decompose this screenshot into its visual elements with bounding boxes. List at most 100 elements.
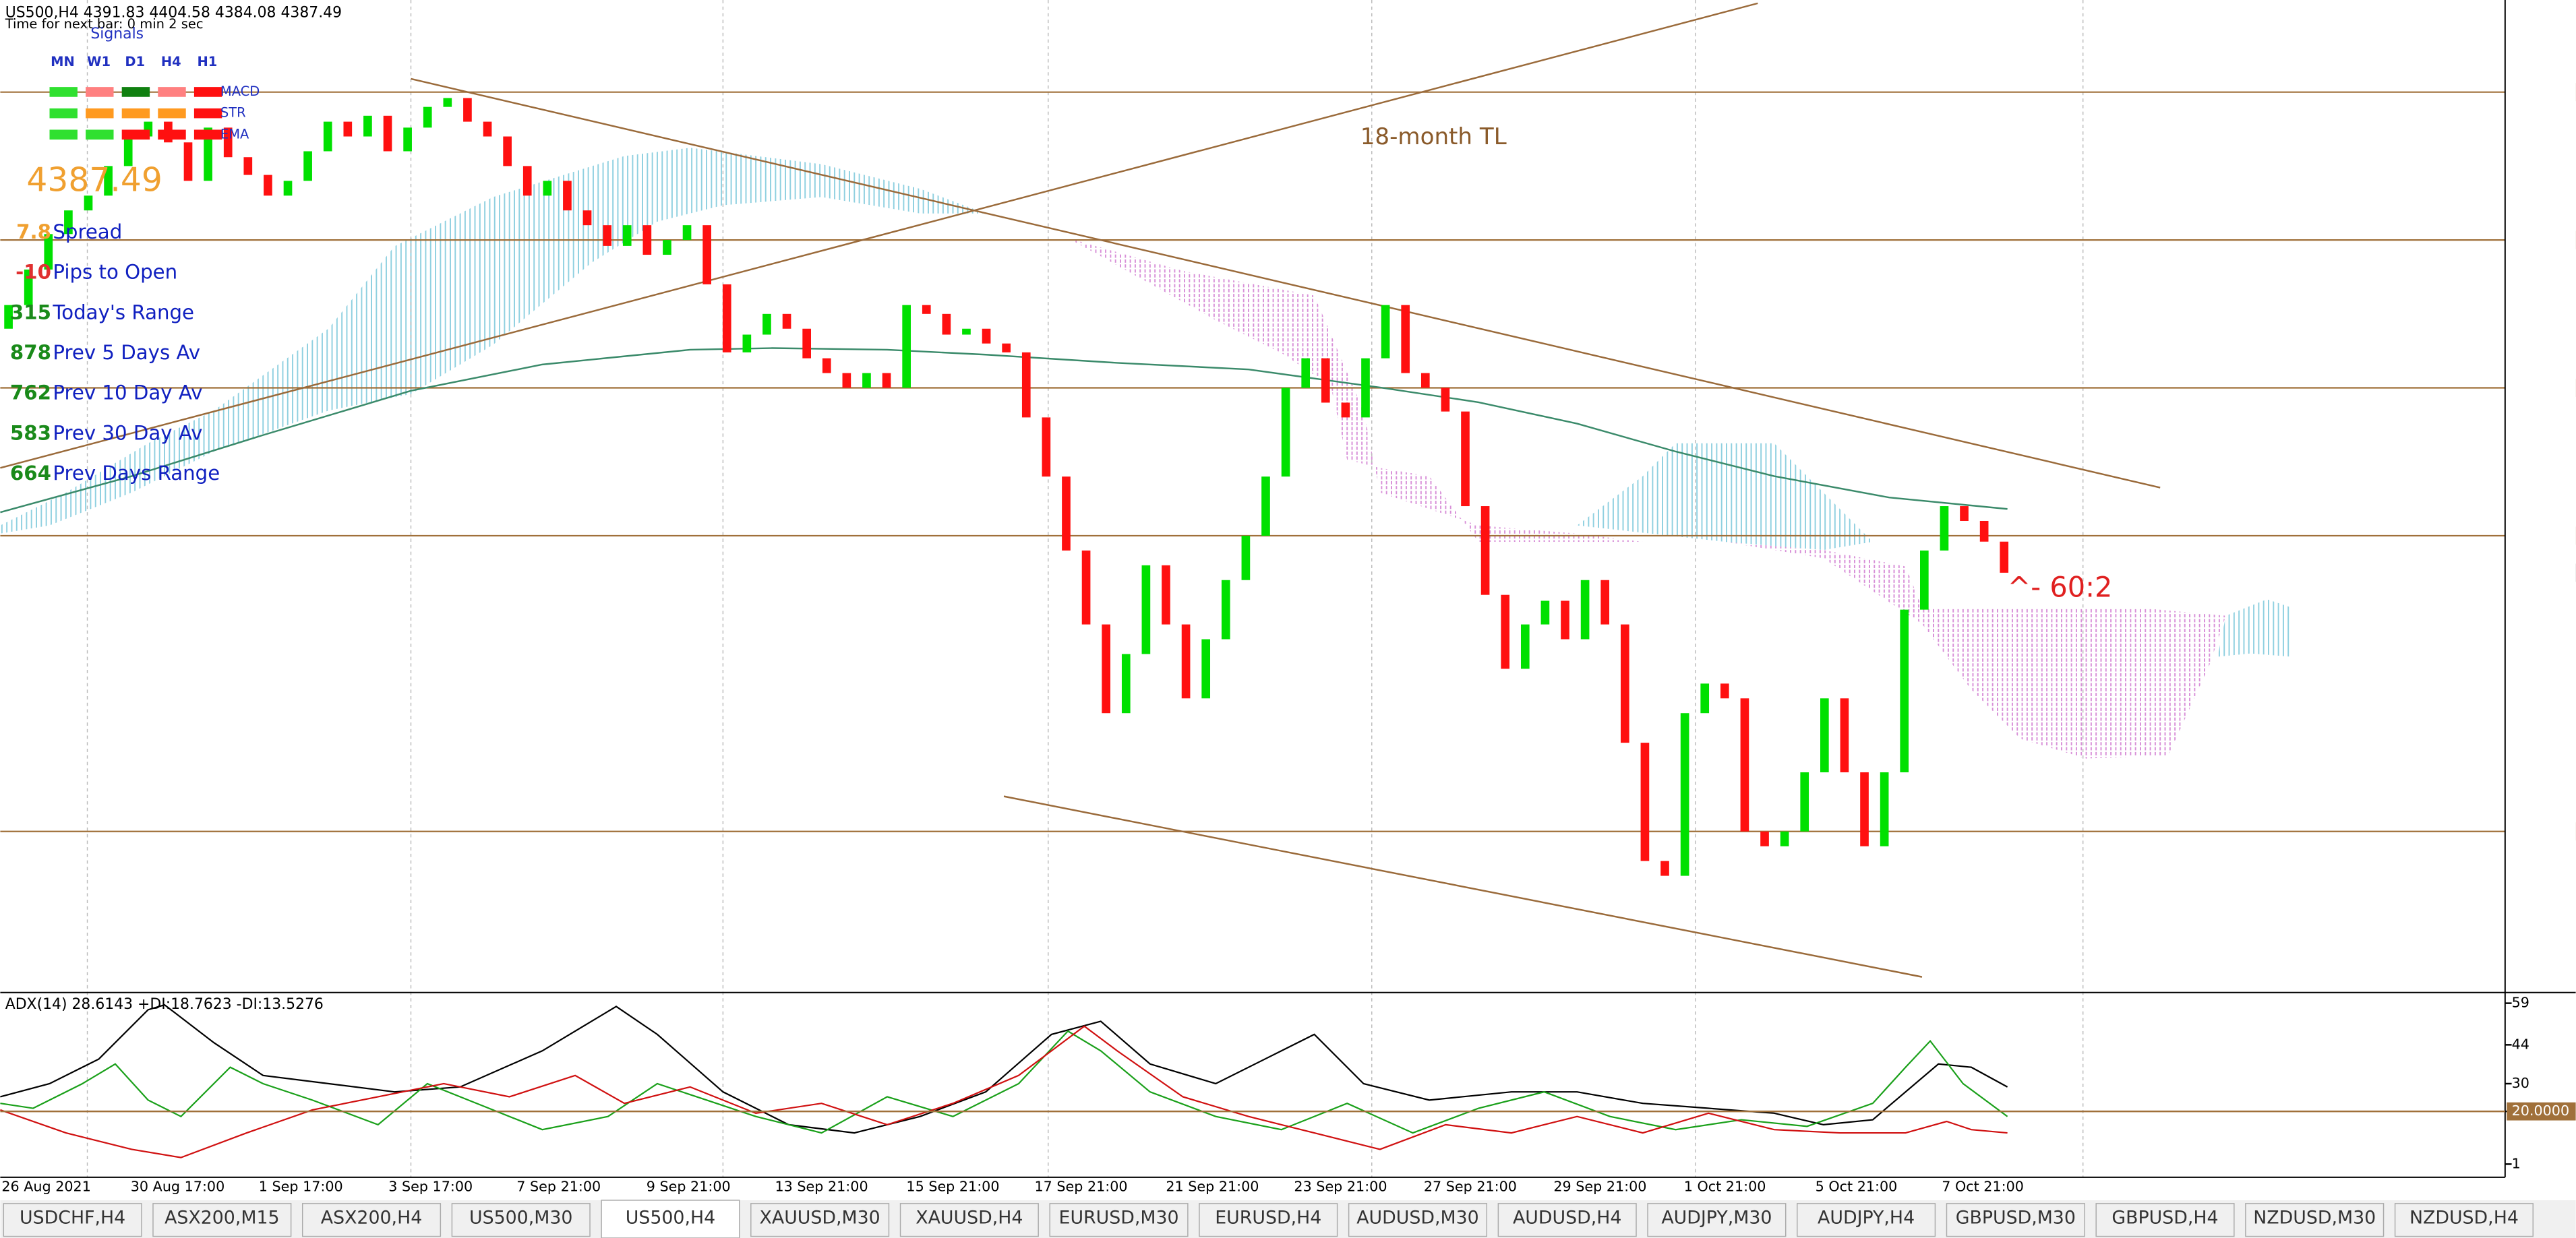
tab[interactable]	[1348, 1203, 1488, 1237]
candle	[1141, 565, 1151, 654]
tab-label[interactable]: GBPUSD,M30	[1956, 1207, 2076, 1228]
indicator-title: ADX(14) 28.6143 +DI:18.7623 -DI:13.5276	[5, 996, 324, 1013]
tab[interactable]	[1049, 1203, 1189, 1237]
candle	[323, 121, 332, 152]
signal-row: MACD	[220, 84, 260, 99]
tab-label[interactable]: AUDJPY,H4	[1818, 1207, 1915, 1228]
tab-label[interactable]: US500,H4	[626, 1207, 715, 1228]
tab[interactable]	[152, 1203, 292, 1237]
tab-label[interactable]: NZDUSD,H4	[2409, 1207, 2519, 1228]
candle	[483, 121, 492, 137]
x-tick-label: 3 Sep 17:00	[388, 1178, 473, 1194]
stat-label: Spread	[53, 220, 122, 243]
candle	[503, 136, 512, 166]
signal-column: MN	[51, 54, 75, 69]
adx-lines	[0, 1003, 2008, 1158]
candle	[204, 127, 212, 181]
tab-label[interactable]: EURUSD,H4	[1215, 1207, 1321, 1228]
signal-column: H1	[197, 54, 217, 69]
tab-label[interactable]: AUDUSD,H4	[1513, 1207, 1621, 1228]
candle	[1002, 343, 1011, 352]
candle	[383, 115, 392, 152]
tab[interactable]	[899, 1203, 1039, 1237]
candle	[1341, 402, 1350, 418]
candle	[663, 240, 671, 255]
tab-label[interactable]: AUDUSD,M30	[1356, 1207, 1478, 1228]
signal-row: EMA	[220, 126, 249, 142]
tab[interactable]	[601, 1200, 740, 1238]
tab-label[interactable]: NZDUSD,M30	[2253, 1207, 2376, 1228]
candle	[1261, 476, 1270, 536]
tab-label[interactable]: USDCHF,H4	[20, 1207, 125, 1228]
candle	[1162, 565, 1170, 625]
candle	[1121, 654, 1131, 714]
y-tick-label: 30	[2512, 1075, 2529, 1091]
tab[interactable]	[2095, 1203, 2235, 1237]
stat-label: Prev 10 Day Av	[53, 381, 202, 404]
level-badge	[2507, 1102, 2576, 1121]
candle	[1640, 743, 1650, 861]
tab[interactable]	[451, 1203, 591, 1237]
candle	[1042, 417, 1051, 477]
candle	[902, 305, 911, 388]
tab[interactable]	[301, 1203, 442, 1237]
stat-label: Prev 5 Days Av	[53, 341, 200, 364]
signal-cell	[158, 87, 186, 97]
tab[interactable]	[3, 1203, 142, 1237]
candle	[982, 328, 991, 344]
candle	[882, 373, 891, 388]
tab-label[interactable]: ASX200,H4	[321, 1207, 422, 1228]
tab[interactable]	[1199, 1203, 1338, 1237]
x-tick-label: 5 Oct 21:00	[1816, 1178, 1898, 1194]
candle	[742, 334, 752, 352]
candle	[1680, 713, 1689, 876]
candle	[1301, 358, 1311, 388]
candle	[702, 225, 711, 284]
x-tick-label: 1 Sep 17:00	[259, 1178, 343, 1194]
candle	[1860, 772, 1869, 846]
candle	[1760, 831, 1769, 846]
stat-label: Today's Range	[52, 301, 194, 323]
tab-label[interactable]: GBPUSD,H4	[2111, 1207, 2218, 1228]
tab[interactable]	[2394, 1203, 2534, 1237]
signal-cell	[121, 108, 150, 119]
candle	[223, 127, 233, 158]
x-tick-label: 13 Sep 21:00	[775, 1178, 868, 1194]
tab-label[interactable]: AUDJPY,M30	[1661, 1207, 1772, 1228]
candle	[842, 373, 851, 388]
tab-label[interactable]: US500,M30	[469, 1207, 572, 1228]
tab[interactable]	[2245, 1203, 2385, 1237]
tab[interactable]	[1946, 1203, 2085, 1237]
tab[interactable]	[1647, 1203, 1787, 1237]
tab-label[interactable]: XAUUSD,M30	[760, 1207, 880, 1228]
y-tick-label: 59	[2512, 995, 2529, 1011]
tab[interactable]	[1797, 1203, 1936, 1237]
candle	[1740, 698, 1749, 832]
candle	[1600, 580, 1610, 625]
tab-label[interactable]: ASX200,M15	[164, 1207, 279, 1228]
candle	[1480, 506, 1490, 595]
timer: Time for next bar: 0 min 2 sec	[5, 16, 204, 32]
x-tick-label: 27 Sep 21:00	[1424, 1178, 1517, 1194]
tab[interactable]	[750, 1203, 890, 1237]
tab-label[interactable]: XAUUSD,H4	[916, 1207, 1023, 1228]
tab-label[interactable]: EURUSD,M30	[1059, 1207, 1179, 1228]
signal-column: H4	[161, 54, 181, 69]
stat-value: 878	[10, 341, 51, 364]
candle	[84, 195, 93, 211]
candle	[722, 284, 731, 352]
signal-cell	[158, 129, 186, 140]
candle	[1800, 772, 1809, 832]
candle	[1441, 388, 1450, 412]
candle	[24, 269, 33, 305]
candle	[822, 358, 831, 373]
x-tick-label: 9 Sep 21:00	[647, 1178, 731, 1194]
candle	[403, 127, 412, 152]
tab[interactable]	[1497, 1203, 1637, 1237]
signal-cell	[49, 108, 78, 119]
candle	[1321, 358, 1330, 403]
candle	[1401, 305, 1410, 373]
x-tick-label: 29 Sep 21:00	[1553, 1178, 1646, 1194]
ichimoku-cloud	[0, 148, 2292, 759]
